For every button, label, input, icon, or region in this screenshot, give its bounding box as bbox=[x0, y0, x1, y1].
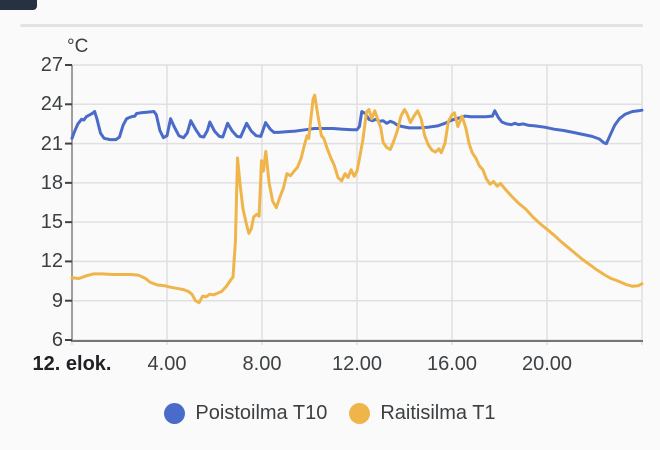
poistoilma-legend-label: Poistoilma T10 bbox=[195, 402, 328, 424]
top-divider bbox=[20, 24, 643, 27]
y-axis-unit-label: °C bbox=[67, 36, 89, 57]
raitisilma-legend-label: Raitisilma T1 bbox=[380, 402, 496, 424]
x-tick-label: 8.00 bbox=[242, 353, 282, 375]
y-tick-label: 9 bbox=[51, 289, 63, 312]
x-tick-label: 12.00 bbox=[331, 353, 383, 375]
y-tick-label: 24 bbox=[40, 93, 63, 116]
poistoilma-legend-dot bbox=[164, 403, 186, 424]
y-tick-label: 15 bbox=[40, 211, 63, 234]
y-tick-label: 12 bbox=[40, 250, 63, 273]
x-tick-label: 20.00 bbox=[521, 353, 573, 375]
legend-item-raitisilma[interactable]: Raitisilma T1 bbox=[349, 402, 496, 425]
x-tick-label: 16.00 bbox=[426, 353, 478, 375]
raitisilma-legend-dot bbox=[349, 403, 371, 424]
series-line-raitisilma-t1 bbox=[70, 93, 644, 305]
y-tick-label: 21 bbox=[40, 132, 63, 155]
y-tick-label: 6 bbox=[51, 329, 63, 351]
y-tick-label: 27 bbox=[40, 54, 63, 76]
x-tick-label: 4.00 bbox=[147, 353, 187, 375]
x-tick-label: 12. elok. bbox=[32, 353, 112, 375]
series-line-poistoilma-t10 bbox=[70, 108, 644, 146]
legend-item-poistoilma[interactable]: Poistoilma T10 bbox=[164, 402, 327, 425]
y-tick-label: 18 bbox=[40, 171, 63, 194]
status-bar-fragment bbox=[0, 0, 37, 10]
chart-legend: Poistoilma T10 Raitisilma T1 bbox=[0, 402, 660, 425]
